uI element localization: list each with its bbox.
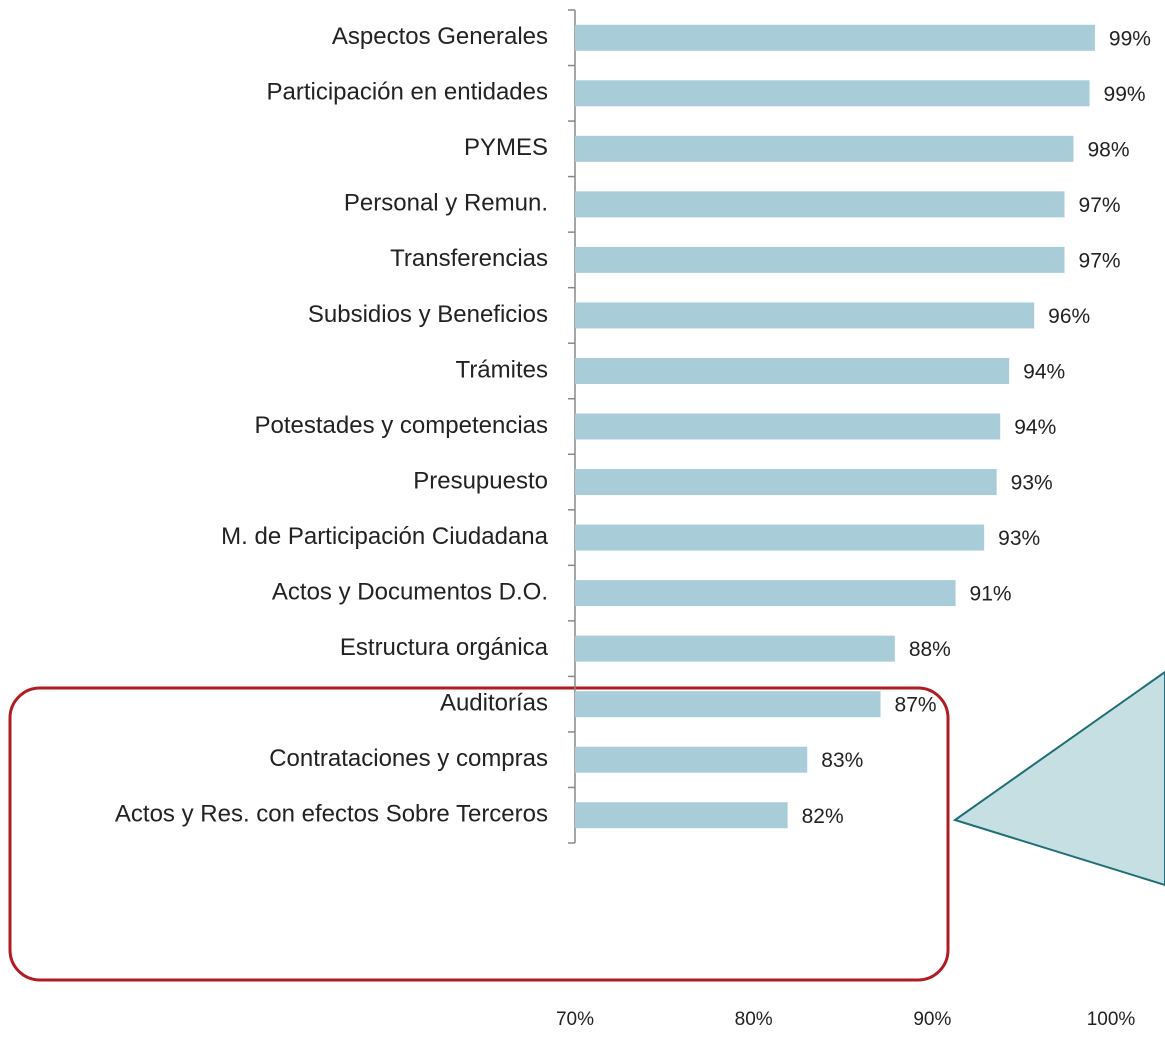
callout bbox=[952, 670, 1165, 887]
value-label: 96% bbox=[1048, 305, 1090, 328]
value-label: 94% bbox=[1014, 416, 1056, 439]
bar bbox=[575, 635, 895, 662]
value-label: 97% bbox=[1079, 194, 1121, 217]
category-label: Actos y Documentos D.O. bbox=[272, 578, 548, 605]
value-label: 83% bbox=[821, 749, 863, 772]
value-label: 91% bbox=[970, 583, 1012, 606]
bar bbox=[575, 413, 1001, 440]
value-label: 82% bbox=[802, 805, 844, 828]
value-label: 98% bbox=[1087, 138, 1129, 161]
category-label: Estructura orgánica bbox=[340, 634, 549, 661]
category-label: Participación en entidades bbox=[266, 79, 548, 106]
category-label: Actos y Res. con efectos Sobre Terceros bbox=[115, 801, 548, 828]
bar bbox=[575, 357, 1010, 384]
category-label: Subsidios y Beneficios bbox=[308, 301, 548, 328]
bar bbox=[575, 746, 808, 773]
value-label: 87% bbox=[895, 694, 937, 717]
category-label: PYMES bbox=[464, 134, 548, 161]
value-label: 93% bbox=[998, 527, 1040, 550]
highlight-box bbox=[8, 686, 950, 982]
value-label: 99% bbox=[1109, 27, 1151, 50]
bar bbox=[575, 580, 956, 607]
category-label: Auditorías bbox=[440, 690, 548, 717]
x-tick-label: 90% bbox=[913, 1009, 951, 1030]
category-label: Potestades y competencias bbox=[255, 412, 549, 439]
bar bbox=[575, 24, 1095, 51]
value-label: 88% bbox=[909, 638, 951, 661]
bar bbox=[575, 135, 1074, 162]
value-label: 99% bbox=[1104, 83, 1146, 106]
category-label: Personal y Remun. bbox=[344, 190, 548, 217]
bar bbox=[575, 691, 881, 718]
value-label: 93% bbox=[1011, 472, 1053, 495]
category-label: Contrataciones y compras bbox=[269, 745, 548, 772]
bar bbox=[575, 802, 788, 829]
category-label: M. de Participación Ciudadana bbox=[221, 523, 549, 550]
bar bbox=[575, 302, 1035, 329]
bar bbox=[575, 80, 1090, 107]
bar bbox=[575, 191, 1065, 218]
category-label: Presupuesto bbox=[413, 467, 548, 494]
bar bbox=[575, 469, 997, 496]
category-label: Trámites bbox=[456, 356, 548, 383]
x-tick-label: 100% bbox=[1087, 1009, 1136, 1030]
category-label: Transferencias bbox=[390, 245, 548, 272]
x-tick-label: 80% bbox=[735, 1009, 773, 1030]
x-tick-label: 70% bbox=[556, 1009, 594, 1030]
bar bbox=[575, 246, 1065, 273]
value-label: 94% bbox=[1023, 361, 1065, 384]
value-label: 97% bbox=[1079, 249, 1121, 272]
bar bbox=[575, 524, 985, 551]
category-label: Aspectos Generales bbox=[332, 23, 548, 50]
